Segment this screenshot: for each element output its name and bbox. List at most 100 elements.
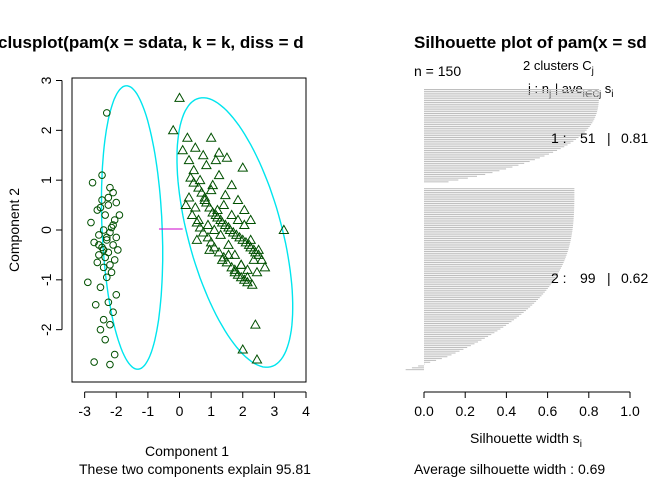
cluster-2-point <box>188 164 200 175</box>
cluster-2-point <box>180 199 192 210</box>
silhouette-bar-cluster-2 <box>424 265 562 267</box>
silhouette-bar-cluster-2 <box>424 317 517 319</box>
cluster-1-point <box>115 211 124 219</box>
cluster-2-point <box>194 174 206 185</box>
cluster-2-point <box>205 184 217 195</box>
cluster-1-point <box>84 278 92 287</box>
cluster-2-point <box>242 271 253 282</box>
silhouette-bar-cluster-2 <box>424 234 572 236</box>
cluster-2-point <box>223 249 234 259</box>
silhouette-bar-cluster-2 <box>424 291 545 293</box>
silhouette-bar-cluster-2 <box>424 249 569 251</box>
cluster-1-point <box>110 256 119 264</box>
silhouette-bar-cluster-2 <box>424 273 558 275</box>
silhouette-bar-cluster-2 <box>424 238 572 240</box>
cluster-2-point <box>177 144 189 155</box>
silhouette-bar-cluster-2 <box>424 267 561 269</box>
silhouette-bar-cluster-1 <box>424 151 554 153</box>
legend-header: j : nj | avei∈Cj si <box>527 81 613 100</box>
cluster-1-point <box>102 233 111 242</box>
cluster-1-point <box>99 226 108 234</box>
cluster-2-point <box>221 152 233 162</box>
cluster-2-point <box>186 209 198 219</box>
cluster-2-point <box>245 234 257 244</box>
cluster-1-point <box>106 183 114 192</box>
cluster-1-point <box>112 290 121 299</box>
silhouette-bar-cluster-2 <box>424 300 537 302</box>
silhouette-bar-cluster-2 <box>424 352 456 354</box>
x-tick-label: 4 <box>302 403 310 419</box>
silhouette-bar-cluster-1 <box>424 129 587 131</box>
legend-clusters-main: 2 clusters C <box>523 58 592 73</box>
silhouette-bar-cluster-2 <box>424 243 570 245</box>
cluster-1-point <box>99 246 108 254</box>
silhouette-bar-cluster-2 <box>424 282 553 284</box>
silhouette-bar-cluster-2 <box>418 365 424 367</box>
silhouette-bar-cluster-2 <box>424 260 565 262</box>
clusplot-subtitle: These two components explain 95.81 <box>79 461 311 477</box>
silhouette-bar-cluster-2 <box>424 188 575 190</box>
silhouette-bar-cluster-2 <box>424 298 538 300</box>
cluster-2-point <box>232 214 244 224</box>
silhouette-bar-cluster-2 <box>424 208 575 210</box>
cluster-2-point <box>197 226 209 237</box>
silhouette-bar-cluster-2 <box>424 219 574 221</box>
silhouette-bar-cluster-2 <box>424 346 468 349</box>
silhouette-bar-cluster-1 <box>424 181 449 183</box>
silhouette-bar-cluster-1 <box>424 98 599 100</box>
cluster-2-point <box>226 261 238 272</box>
silhouette-bar-cluster-1 <box>424 109 598 111</box>
clusplot-y-label: Component 2 <box>6 188 22 272</box>
silhouette-bar-cluster-1 <box>424 142 571 144</box>
silhouette-bar-cluster-1 <box>424 114 596 116</box>
silhouette-bar-cluster-2 <box>424 345 471 347</box>
silhouette-bar-cluster-1 <box>424 124 592 126</box>
cluster-1-point <box>104 193 113 202</box>
cluster-2-ellipse <box>176 97 294 368</box>
silhouette-bar-cluster-1 <box>424 94 600 96</box>
cluster-1-point <box>99 263 108 272</box>
silhouette-bar-cluster-2 <box>424 232 573 234</box>
cluster-1-id: 1 : <box>551 130 567 146</box>
cluster-1-point <box>107 268 116 277</box>
cluster-1-point <box>104 201 113 209</box>
silhouette-bar-cluster-1 <box>424 89 600 91</box>
cluster-2-point <box>204 201 216 212</box>
silhouette-bar-cluster-2 <box>424 341 479 343</box>
cluster-2-point <box>213 169 225 180</box>
cluster-1-point <box>106 261 114 269</box>
silhouette-bar-cluster-2 <box>424 258 566 260</box>
y-tick-label: -1 <box>38 273 54 286</box>
silhouette-bars <box>405 89 600 371</box>
silhouette-bar-cluster-1 <box>424 162 525 164</box>
silhouette-x-tick-label: 0.0 <box>414 403 434 419</box>
silhouette-bar-cluster-2 <box>424 332 495 334</box>
cluster-2-point <box>189 142 201 152</box>
x-tick-label: -2 <box>110 403 123 419</box>
silhouette-bar-cluster-2 <box>424 223 574 225</box>
cluster-2-point <box>246 279 258 289</box>
silhouette-bar-cluster-1 <box>424 166 513 168</box>
silhouette-bar-cluster-2 <box>424 204 575 206</box>
cluster-1-point <box>102 236 111 244</box>
silhouette-bar-cluster-2 <box>424 328 501 330</box>
silhouette-bar-cluster-1 <box>424 131 585 133</box>
cluster-1-point <box>99 315 108 324</box>
cluster-1-point <box>91 300 100 309</box>
silhouette-bar-cluster-2 <box>424 217 574 219</box>
cluster-2-n: 99 <box>580 270 596 286</box>
n-label: n = 150 <box>414 63 461 79</box>
cluster-2-sep: | <box>607 270 611 286</box>
silhouette-title: Silhouette plot of pam(x = sd <box>414 33 647 52</box>
silhouette-bar-cluster-2 <box>424 361 431 363</box>
clusplot-frame <box>71 77 307 383</box>
cluster-2-point <box>196 187 208 197</box>
silhouette-bar-cluster-2 <box>424 195 575 197</box>
silhouette-bar-cluster-2 <box>424 322 509 325</box>
cluster-1-label: 1 : 51 | 0.81 <box>551 130 648 146</box>
silhouette-bar-cluster-1 <box>424 100 599 102</box>
silhouette-bar-cluster-2 <box>424 313 522 315</box>
silhouette-x-tick-label: 0.8 <box>579 403 599 419</box>
cluster-2-point <box>207 179 219 190</box>
y-tick-label: -2 <box>38 323 54 336</box>
